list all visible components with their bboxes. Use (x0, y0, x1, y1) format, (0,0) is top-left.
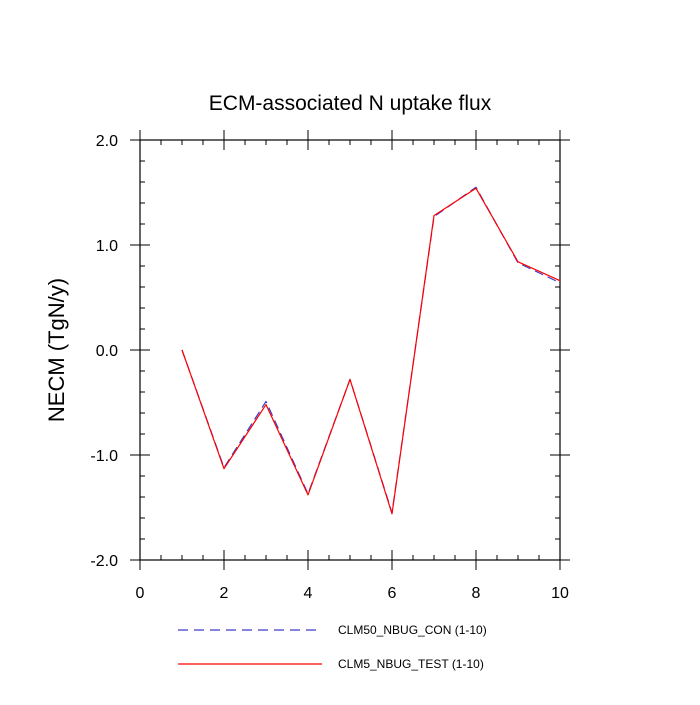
y-tick-label: 1.0 (96, 238, 118, 255)
y-tick-label: 2.0 (96, 133, 118, 150)
legend: CLM50_NBUG_CON (1-10) CLM5_NBUG_TEST (1-1… (178, 623, 487, 671)
x-tick-label: 0 (136, 585, 145, 602)
y-tick-label: -1.0 (90, 448, 118, 465)
series-lines (181, 186, 561, 515)
x-tick-label: 6 (388, 585, 397, 602)
y-tick-label: 0.0 (96, 343, 118, 360)
y-tick-label: -2.0 (90, 553, 118, 570)
x-tick-label: 2 (220, 585, 229, 602)
series-line-1 (181, 187, 561, 515)
x-tick-label: 8 (472, 585, 481, 602)
x-tick-label: 4 (304, 585, 313, 602)
chart-title: ECM-associated N uptake flux (209, 92, 492, 115)
legend-label: CLM50_NBUG_CON (1-10) (338, 623, 487, 637)
x-tick-label: 10 (551, 585, 569, 602)
plot-frame (139, 139, 561, 561)
x-tick-labels: 0 2 4 6 8 10 (136, 585, 569, 602)
y-axis-label: NECM (TgN/y) (44, 278, 69, 422)
tick-marks (130, 130, 570, 570)
legend-label: CLM5_NBUG_TEST (1-10) (338, 657, 484, 671)
y-tick-labels: -2.0 -1.0 0.0 1.0 2.0 (90, 133, 118, 570)
plot-border (139, 139, 561, 561)
